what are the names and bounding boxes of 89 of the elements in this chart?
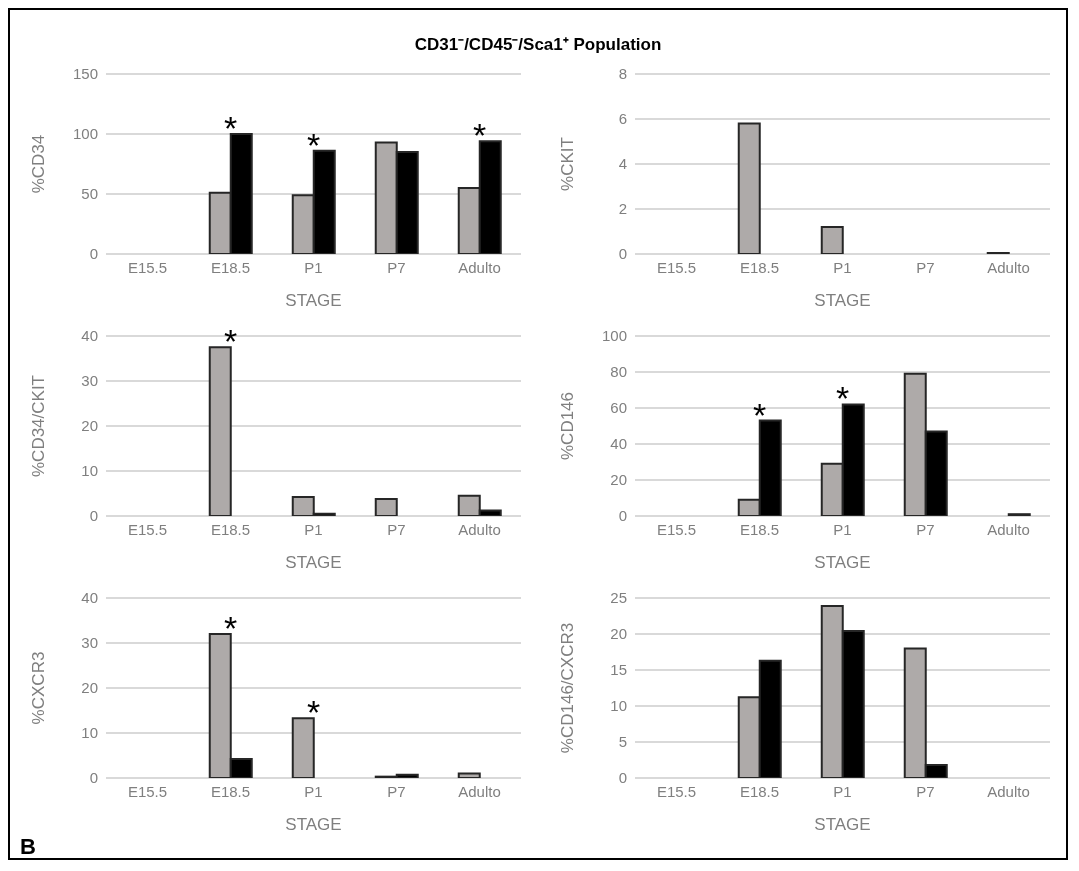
annotation: * [835, 379, 850, 418]
annotation: * [752, 395, 767, 434]
x-tick-label: P1 [304, 258, 323, 276]
x-axis-title: STAGE [285, 553, 342, 572]
y-tick-label: 100 [72, 125, 98, 143]
x-tick-label: E18.5 [739, 782, 780, 800]
x-tick-label: P1 [833, 782, 852, 800]
y-tick-label: 5 [618, 733, 627, 751]
y-axis-title: %CD146 [558, 391, 578, 461]
x-tick-label: Adulto [987, 782, 1030, 800]
x-tick-label: Adulto [987, 258, 1030, 276]
bar [374, 497, 398, 516]
x-tick-label: P7 [387, 520, 406, 538]
y-tick-label: 10 [610, 697, 627, 715]
x-axis-title: STAGE [814, 291, 871, 310]
y-tick-label: 30 [81, 634, 98, 652]
x-tick-label: Adulto [458, 782, 501, 800]
y-tick-label: 60 [610, 399, 627, 417]
x-tick-label: P7 [916, 782, 935, 800]
y-tick-label: 6 [618, 110, 627, 128]
y-tick-label: 40 [81, 589, 98, 607]
x-tick-label: Adulto [987, 520, 1030, 538]
x-tick-label: E18.5 [739, 520, 780, 538]
y-axis-title: %CKIT [558, 137, 578, 191]
x-tick-label: E18.5 [739, 258, 780, 276]
x-tick-label: E15.5 [127, 258, 168, 276]
x-tick-label: E15.5 [656, 258, 697, 276]
annotation: * [223, 609, 238, 648]
x-tick-label: P1 [304, 520, 323, 538]
bar [737, 122, 761, 254]
x-tick-label: E18.5 [210, 258, 251, 276]
y-tick-label: 20 [81, 679, 98, 697]
x-tick-label: E15.5 [127, 520, 168, 538]
y-tick-label: 10 [81, 724, 98, 742]
x-axis-title: STAGE [814, 553, 871, 572]
bar [457, 772, 481, 778]
y-tick-label: 0 [618, 245, 627, 263]
x-tick-label: E18.5 [210, 782, 251, 800]
y-tick-label: 150 [72, 65, 98, 83]
bar [208, 346, 232, 516]
annotation: * [306, 693, 321, 732]
y-tick-label: 10 [81, 462, 98, 480]
bar [820, 226, 844, 254]
y-tick-label: 0 [618, 507, 627, 525]
y-axis-title: %CXCR3 [29, 651, 49, 725]
y-tick-label: 20 [81, 417, 98, 435]
y-tick-label: 0 [89, 769, 98, 787]
x-tick-label: E15.5 [656, 520, 697, 538]
y-axis-title: %CD146/CXCR3 [558, 622, 578, 754]
y-tick-label: 100 [601, 327, 627, 345]
chart-title: CD31⁻/CD45⁻/Sca1⁺ Population [413, 34, 663, 56]
annotation: * [472, 116, 487, 155]
x-tick-label: E18.5 [210, 520, 251, 538]
x-tick-label: P1 [833, 258, 852, 276]
annotation: * [223, 322, 238, 361]
y-tick-label: 20 [610, 625, 627, 643]
text: B [20, 834, 36, 860]
x-tick-label: P1 [304, 782, 323, 800]
y-tick-label: 4 [618, 155, 627, 173]
y-axis-title: %CD34 [29, 134, 49, 194]
y-tick-label: 20 [610, 471, 627, 489]
y-tick-label: 25 [610, 589, 627, 607]
y-axis-title: %CD34/CKIT [29, 374, 49, 478]
y-tick-label: 8 [618, 65, 627, 83]
y-tick-label: 0 [89, 245, 98, 263]
x-tick-label: P7 [916, 258, 935, 276]
x-tick-label: P7 [387, 258, 406, 276]
annotation: * [306, 125, 321, 164]
x-tick-label: P1 [833, 520, 852, 538]
y-tick-label: 50 [81, 185, 98, 203]
x-tick-label: E15.5 [127, 782, 168, 800]
y-tick-label: 0 [618, 769, 627, 787]
y-tick-label: 80 [610, 363, 627, 381]
y-tick-label: 30 [81, 372, 98, 390]
x-tick-label: Adulto [458, 520, 501, 538]
x-tick-label: Adulto [458, 258, 501, 276]
x-tick-label: P7 [916, 520, 935, 538]
bar [291, 717, 315, 778]
y-tick-label: 40 [610, 435, 627, 453]
y-tick-label: 2 [618, 200, 627, 218]
y-tick-label: 0 [89, 507, 98, 525]
x-axis-title: STAGE [814, 815, 871, 834]
x-tick-label: P7 [387, 782, 406, 800]
x-tick-label: E15.5 [656, 782, 697, 800]
annotation: * [223, 109, 238, 148]
x-axis-title: STAGE [285, 815, 342, 834]
x-axis-title: STAGE [285, 291, 342, 310]
y-tick-label: 15 [610, 661, 627, 679]
y-tick-label: 40 [81, 327, 98, 345]
